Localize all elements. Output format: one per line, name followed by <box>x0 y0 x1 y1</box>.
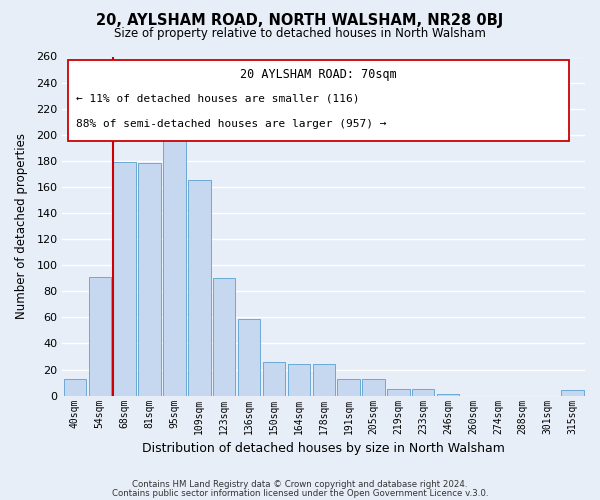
Bar <box>213 278 235 396</box>
Bar <box>139 164 161 396</box>
Bar <box>412 389 434 396</box>
X-axis label: Distribution of detached houses by size in North Walsham: Distribution of detached houses by size … <box>142 442 505 455</box>
Bar <box>287 364 310 396</box>
Bar <box>89 277 111 396</box>
Bar <box>562 390 584 396</box>
Bar <box>362 378 385 396</box>
Bar <box>64 378 86 396</box>
Bar <box>437 394 460 396</box>
Bar <box>313 364 335 396</box>
Text: Size of property relative to detached houses in North Walsham: Size of property relative to detached ho… <box>114 28 486 40</box>
Bar <box>263 362 285 396</box>
Bar <box>188 180 211 396</box>
Bar <box>337 378 360 396</box>
Bar <box>387 389 410 396</box>
FancyBboxPatch shape <box>68 60 569 142</box>
Text: 20 AYLSHAM ROAD: 70sqm: 20 AYLSHAM ROAD: 70sqm <box>240 68 397 82</box>
Y-axis label: Number of detached properties: Number of detached properties <box>15 133 28 319</box>
Text: Contains HM Land Registry data © Crown copyright and database right 2024.: Contains HM Land Registry data © Crown c… <box>132 480 468 489</box>
Text: Contains public sector information licensed under the Open Government Licence v.: Contains public sector information licen… <box>112 488 488 498</box>
Text: ← 11% of detached houses are smaller (116): ← 11% of detached houses are smaller (11… <box>76 94 359 104</box>
Bar <box>238 318 260 396</box>
Text: 20, AYLSHAM ROAD, NORTH WALSHAM, NR28 0BJ: 20, AYLSHAM ROAD, NORTH WALSHAM, NR28 0B… <box>97 12 503 28</box>
Bar <box>163 124 185 396</box>
Text: 88% of semi-detached houses are larger (957) →: 88% of semi-detached houses are larger (… <box>76 119 386 129</box>
Bar <box>113 162 136 396</box>
